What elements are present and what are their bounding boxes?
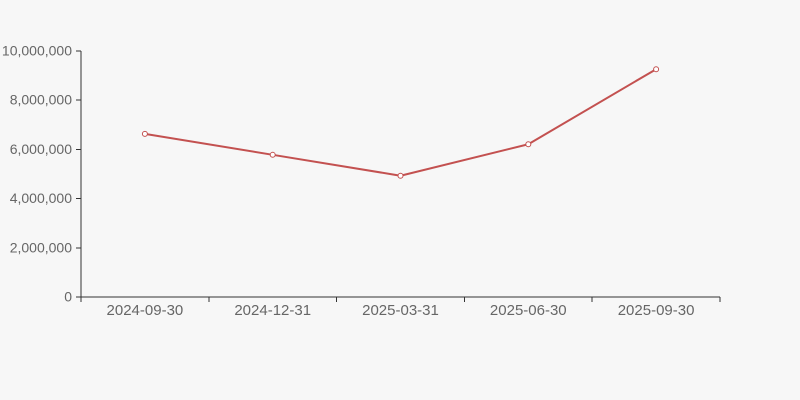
y-axis-ticks: [76, 50, 81, 298]
data-point-marker: [397, 172, 404, 179]
series-line: [143, 68, 658, 177]
y-tick-label: 8,000,000: [10, 92, 72, 108]
x-tick-label: 2025-09-30: [618, 302, 695, 319]
data-point-marker: [653, 66, 660, 73]
data-point-marker: [269, 151, 276, 158]
x-axis-ticks: [80, 297, 721, 302]
axes: [80, 51, 720, 298]
x-tick-label: 2025-06-30: [490, 302, 567, 319]
y-tick-label: 6,000,000: [10, 141, 72, 157]
y-tick-label: 4,000,000: [10, 190, 72, 206]
x-axis-labels: 2024-09-30 2024-12-31 2025-03-31 2025-06-30…: [107, 302, 695, 319]
x-tick-label: 2024-12-31: [234, 302, 311, 319]
data-point-marker: [141, 130, 148, 137]
y-tick-label: 2,000,000: [10, 239, 72, 255]
x-tick-label: 2024-09-30: [107, 302, 184, 319]
x-tick-label: 2025-03-31: [362, 302, 439, 319]
data-point-marker: [525, 141, 532, 148]
y-axis-labels: 0 2,000,000 4,000,000 6,000,000 8,000,000 10,…: [2, 43, 72, 305]
y-tick-label: 10,000,000: [2, 43, 72, 59]
y-tick-label: 0: [64, 289, 72, 305]
data-series: [141, 66, 660, 179]
